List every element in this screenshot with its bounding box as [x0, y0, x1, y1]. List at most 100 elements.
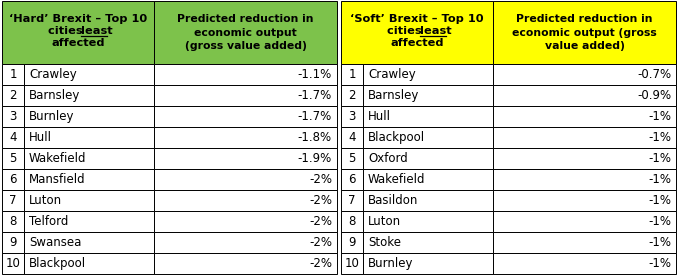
- Bar: [341, 85, 363, 106]
- Text: 7: 7: [348, 194, 356, 207]
- Bar: [493, 211, 676, 232]
- Text: 4: 4: [348, 131, 356, 144]
- Bar: [363, 253, 493, 274]
- Text: -0.7%: -0.7%: [637, 68, 671, 81]
- Text: Oxford: Oxford: [368, 152, 407, 165]
- Bar: [24, 253, 154, 274]
- Text: 10: 10: [344, 257, 359, 270]
- Bar: [154, 1, 337, 64]
- Bar: [363, 190, 493, 211]
- Bar: [154, 64, 337, 85]
- Bar: [493, 190, 676, 211]
- Text: -1.9%: -1.9%: [298, 152, 332, 165]
- Text: -1%: -1%: [648, 173, 671, 186]
- Text: ‘Hard’ Brexit – Top 10: ‘Hard’ Brexit – Top 10: [9, 14, 147, 24]
- Bar: [493, 64, 676, 85]
- Bar: [493, 232, 676, 253]
- Text: -1%: -1%: [648, 131, 671, 144]
- Text: least: least: [420, 26, 452, 36]
- Text: -1%: -1%: [648, 152, 671, 165]
- Bar: [24, 148, 154, 169]
- Text: least: least: [81, 26, 113, 36]
- Text: Luton: Luton: [29, 194, 62, 207]
- Text: 5: 5: [9, 152, 17, 165]
- Bar: [363, 211, 493, 232]
- Bar: [493, 148, 676, 169]
- Text: Swansea: Swansea: [29, 236, 81, 249]
- Bar: [154, 211, 337, 232]
- Bar: [341, 1, 493, 64]
- Bar: [363, 148, 493, 169]
- Bar: [363, 85, 493, 106]
- Text: -0.9%: -0.9%: [637, 89, 671, 102]
- Text: 10: 10: [5, 257, 20, 270]
- Text: Crawley: Crawley: [368, 68, 416, 81]
- Bar: [24, 64, 154, 85]
- Bar: [24, 127, 154, 148]
- Bar: [2, 211, 24, 232]
- Text: Mansfield: Mansfield: [29, 173, 85, 186]
- Text: Burnley: Burnley: [368, 257, 414, 270]
- Text: Hull: Hull: [368, 110, 391, 123]
- Bar: [2, 106, 24, 127]
- Text: affected: affected: [391, 38, 443, 48]
- Text: Barnsley: Barnsley: [29, 89, 81, 102]
- Text: Luton: Luton: [368, 215, 401, 228]
- Text: Crawley: Crawley: [29, 68, 77, 81]
- Bar: [363, 169, 493, 190]
- Bar: [341, 148, 363, 169]
- Text: Predicted reduction in
economic output
(gross value added): Predicted reduction in economic output (…: [177, 14, 314, 51]
- Text: -2%: -2%: [309, 257, 332, 270]
- Bar: [154, 148, 337, 169]
- Text: Wakefield: Wakefield: [29, 152, 87, 165]
- Text: -1.1%: -1.1%: [298, 68, 332, 81]
- Text: 2: 2: [348, 89, 356, 102]
- Bar: [154, 190, 337, 211]
- Bar: [341, 211, 363, 232]
- Bar: [2, 1, 154, 64]
- Text: cities: cities: [48, 26, 87, 36]
- Bar: [154, 169, 337, 190]
- Bar: [24, 85, 154, 106]
- Text: Barnsley: Barnsley: [368, 89, 420, 102]
- Bar: [24, 190, 154, 211]
- Text: -1%: -1%: [648, 194, 671, 207]
- Bar: [154, 127, 337, 148]
- Bar: [24, 169, 154, 190]
- Bar: [341, 190, 363, 211]
- Bar: [341, 127, 363, 148]
- Text: -1%: -1%: [648, 215, 671, 228]
- Text: -1%: -1%: [648, 257, 671, 270]
- Text: cities: cities: [387, 26, 426, 36]
- Text: -1.8%: -1.8%: [298, 131, 332, 144]
- Text: 3: 3: [348, 110, 356, 123]
- Bar: [363, 127, 493, 148]
- Text: -1.7%: -1.7%: [298, 89, 332, 102]
- Text: Basildon: Basildon: [368, 194, 418, 207]
- Text: 2: 2: [9, 89, 17, 102]
- Bar: [493, 169, 676, 190]
- Text: 8: 8: [9, 215, 17, 228]
- Text: Blackpool: Blackpool: [29, 257, 86, 270]
- Bar: [363, 106, 493, 127]
- Text: -2%: -2%: [309, 215, 332, 228]
- Bar: [493, 85, 676, 106]
- Text: -1%: -1%: [648, 236, 671, 249]
- Bar: [341, 169, 363, 190]
- Bar: [2, 169, 24, 190]
- Text: 1: 1: [9, 68, 17, 81]
- Bar: [24, 106, 154, 127]
- Text: 5: 5: [348, 152, 356, 165]
- Text: 6: 6: [9, 173, 17, 186]
- Bar: [154, 106, 337, 127]
- Bar: [493, 127, 676, 148]
- Text: affected: affected: [52, 38, 104, 48]
- Text: -2%: -2%: [309, 173, 332, 186]
- Bar: [341, 64, 363, 85]
- Text: 8: 8: [348, 215, 356, 228]
- Text: Blackpool: Blackpool: [368, 131, 425, 144]
- Bar: [341, 106, 363, 127]
- Text: -1.7%: -1.7%: [298, 110, 332, 123]
- Bar: [493, 253, 676, 274]
- Text: Hull: Hull: [29, 131, 52, 144]
